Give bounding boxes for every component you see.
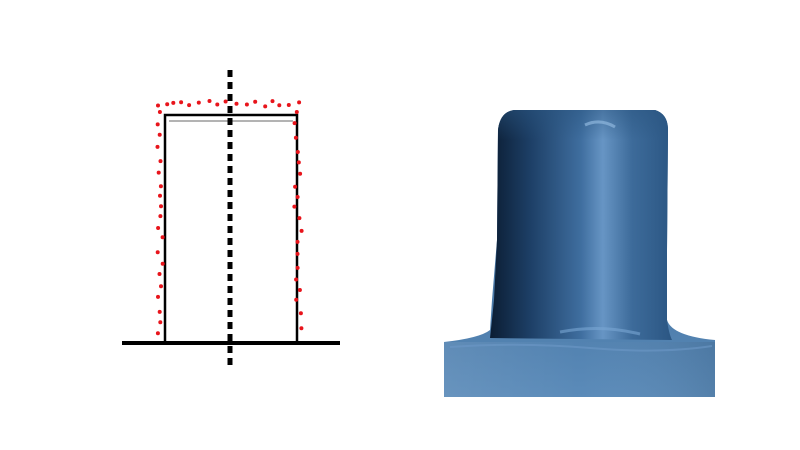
cylinder-rim xyxy=(498,110,668,140)
sample-point xyxy=(158,184,163,189)
sample-point xyxy=(293,135,298,140)
rendered-model xyxy=(444,110,715,397)
sample-point xyxy=(296,160,301,165)
profile-diagram xyxy=(122,70,340,367)
sample-point xyxy=(297,288,302,292)
sample-point xyxy=(158,159,163,164)
sample-point xyxy=(294,110,299,114)
sample-point xyxy=(234,101,239,106)
sample-point xyxy=(294,297,299,302)
sample-point xyxy=(159,284,163,289)
sample-point xyxy=(158,214,163,219)
sample-point xyxy=(299,326,304,331)
sample-point xyxy=(158,320,163,325)
highlight xyxy=(584,120,616,129)
sample-point xyxy=(298,171,303,176)
sample-point xyxy=(299,228,304,233)
sample-point xyxy=(215,102,220,107)
sample-point xyxy=(156,226,161,230)
sample-point xyxy=(158,193,162,198)
base-highlight xyxy=(449,343,713,352)
sample-point xyxy=(157,309,162,314)
sample-point xyxy=(207,99,212,103)
sample-point xyxy=(157,272,162,276)
fillet-highlight xyxy=(559,326,641,336)
sample-point xyxy=(159,204,163,209)
sample-point xyxy=(263,104,268,109)
sample-point xyxy=(295,251,300,256)
sample-point xyxy=(244,102,249,107)
sample-point xyxy=(270,99,275,104)
cylinder-body xyxy=(490,110,672,340)
sample-point xyxy=(295,150,300,154)
sample-point xyxy=(295,195,300,199)
sample-point xyxy=(156,103,160,108)
sample-point xyxy=(165,102,170,107)
sample-point xyxy=(298,311,303,316)
sample-point xyxy=(160,261,165,266)
sample-point xyxy=(157,132,162,137)
sample-point xyxy=(294,277,299,282)
profile-outline xyxy=(163,113,299,343)
sample-point xyxy=(292,121,297,126)
sample-point xyxy=(253,99,258,104)
sample-point xyxy=(196,100,201,105)
base-shading xyxy=(444,342,715,397)
sample-point xyxy=(171,100,176,105)
sample-point xyxy=(223,99,228,104)
sample-point xyxy=(277,103,282,108)
sample-point xyxy=(179,100,184,105)
sample-point xyxy=(295,239,300,244)
sample-point xyxy=(187,103,192,108)
sample-point xyxy=(155,144,160,149)
sample-point xyxy=(297,216,302,221)
sample-point xyxy=(160,235,165,240)
sample-point xyxy=(297,100,302,105)
sample-point xyxy=(293,184,298,189)
sample-point xyxy=(155,250,160,255)
sample-point xyxy=(156,170,161,175)
sample-point xyxy=(157,110,162,114)
sample-point xyxy=(155,122,160,127)
sample-point xyxy=(155,331,160,336)
sample-points xyxy=(155,99,304,336)
sample-point xyxy=(286,103,291,107)
sample-point xyxy=(292,204,297,209)
sample-point xyxy=(156,294,160,299)
sample-point xyxy=(295,265,300,270)
